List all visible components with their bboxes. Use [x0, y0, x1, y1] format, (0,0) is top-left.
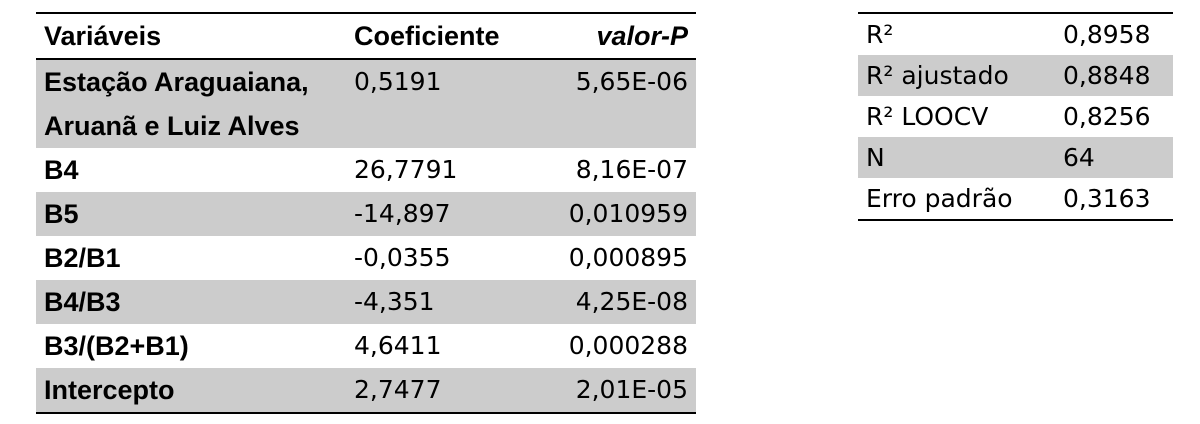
variable-name: Intercepto — [44, 375, 175, 405]
table-row: B3/(B2+B1) 4,6411 0,000288 — [36, 324, 696, 368]
coefficient-value: 4,6411 — [354, 331, 442, 360]
table-row: Estação Araguaiana, Aruanã e Luiz Alves … — [36, 59, 696, 148]
variable-name: B2/B1 — [44, 243, 121, 273]
variable-name: Estação Araguaiana, Aruanã e Luiz Alves — [44, 67, 309, 141]
p-value: 2,01E-05 — [575, 375, 688, 404]
coefficient-value: 0,5191 — [354, 67, 442, 96]
stats-row: R² LOOCV 0,8256 — [858, 96, 1173, 137]
table-row: Intercepto 2,7477 2,01E-05 — [36, 368, 696, 413]
variable-name: B3/(B2+B1) — [44, 331, 189, 361]
p-value: 8,16E-07 — [575, 155, 688, 184]
stats-row: R² 0,8958 — [858, 13, 1173, 55]
model-statistics-table: R² 0,8958 R² ajustado 0,8848 R² LOOCV 0,… — [858, 12, 1173, 221]
header-coefficient: Coeficiente — [346, 13, 536, 60]
variable-name: B5 — [44, 199, 79, 229]
stat-value: 0,3163 — [1063, 184, 1151, 213]
stat-label: R² LOOCV — [866, 102, 989, 131]
table-header-row: Variáveis Coeficiente valor-P — [36, 13, 696, 60]
stat-label: N — [866, 143, 885, 172]
coefficient-value: -0,0355 — [354, 243, 451, 272]
stat-label: Erro padrão — [866, 184, 1013, 213]
coefficient-value: -4,351 — [354, 287, 435, 316]
table-row: B4 26,7791 8,16E-07 — [36, 148, 696, 192]
stats-row: N 64 — [858, 137, 1173, 178]
stat-label: R² ajustado — [866, 61, 1009, 90]
p-value: 0,010959 — [568, 199, 688, 228]
p-value: 5,65E-06 — [575, 67, 688, 96]
coefficient-value: 2,7477 — [354, 375, 442, 404]
stat-label: R² — [866, 20, 894, 49]
table-row: B4/B3 -4,351 4,25E-08 — [36, 280, 696, 324]
p-value: 4,25E-08 — [575, 287, 688, 316]
table-row: B2/B1 -0,0355 0,000895 — [36, 236, 696, 280]
coefficient-value: 26,7791 — [354, 155, 458, 184]
stat-value: 0,8958 — [1063, 20, 1151, 49]
p-value: 0,000895 — [568, 243, 688, 272]
table-row: B5 -14,897 0,010959 — [36, 192, 696, 236]
stats-row: R² ajustado 0,8848 — [858, 55, 1173, 96]
regression-coefficients-table: Variáveis Coeficiente valor-P Estação Ar… — [36, 12, 696, 414]
header-p-value: valor-P — [536, 13, 696, 60]
variable-name: B4/B3 — [44, 287, 121, 317]
stat-value: 0,8848 — [1063, 61, 1151, 90]
stats-row: Erro padrão 0,3163 — [858, 178, 1173, 220]
p-value: 0,000288 — [568, 331, 688, 360]
variable-name: B4 — [44, 155, 79, 185]
coefficient-value: -14,897 — [354, 199, 451, 228]
stat-value: 0,8256 — [1063, 102, 1151, 131]
header-variables: Variáveis — [36, 13, 346, 60]
stat-value: 64 — [1063, 143, 1095, 172]
